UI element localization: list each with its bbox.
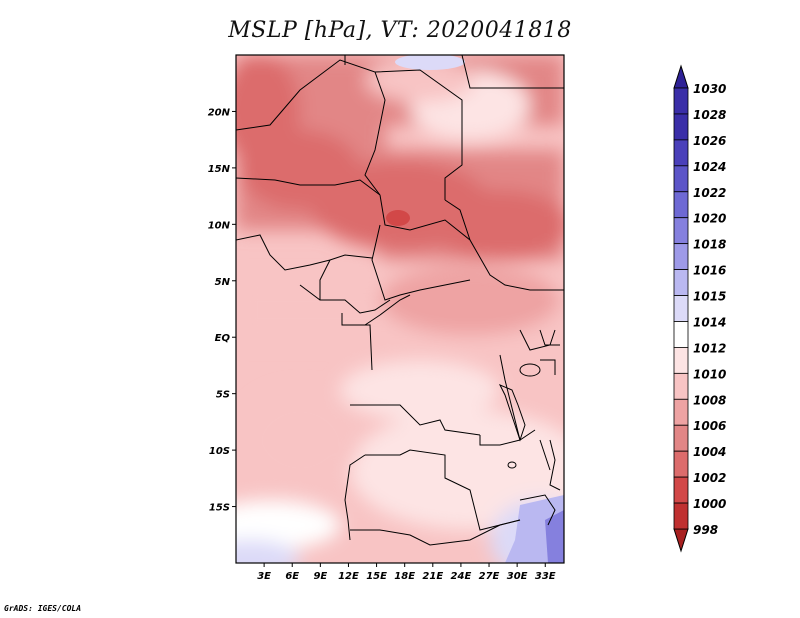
lon-tick-label: 21E bbox=[422, 571, 443, 582]
colorbar-label: 1014 bbox=[693, 315, 726, 329]
lon-tick-label: 27E bbox=[479, 571, 500, 582]
lon-tick-label: 9E bbox=[313, 571, 327, 582]
colorbar-label: 1010 bbox=[693, 367, 726, 381]
colorbar-label: 1016 bbox=[693, 264, 726, 278]
lat-tick-label: EQ bbox=[215, 333, 231, 344]
colorbar-label: 1024 bbox=[693, 160, 726, 174]
colorbar-bottom-arrow bbox=[673, 528, 689, 553]
colorbar-swatch bbox=[673, 295, 689, 322]
colorbar-label: 1028 bbox=[693, 108, 726, 122]
lon-tick-label: 24E bbox=[451, 571, 472, 582]
colorbar-label: 1006 bbox=[693, 419, 726, 433]
colorbar-label: 1018 bbox=[693, 238, 726, 252]
colorbar-swatch bbox=[673, 191, 689, 219]
colorbar-swatch bbox=[673, 372, 689, 400]
lon-tick-label: 33E bbox=[535, 571, 556, 582]
map-frame bbox=[235, 54, 565, 564]
colorbar-label: 1026 bbox=[693, 134, 726, 148]
country-borders bbox=[236, 55, 564, 546]
colorbar-label: 1015 bbox=[693, 290, 726, 304]
colorbar-swatch bbox=[673, 139, 689, 167]
longitude-axis: 3E 6E 9E 12E 15E 18E 21E 24E 27E 30E 33E bbox=[257, 563, 556, 582]
colorbar-label: 1012 bbox=[693, 341, 726, 355]
colorbar-label: 1020 bbox=[693, 212, 726, 226]
lon-tick-label: 12E bbox=[338, 571, 359, 582]
lat-tick-label: 20N bbox=[208, 107, 231, 118]
lat-tick-label: 15N bbox=[208, 164, 231, 175]
colorbar-swatch bbox=[673, 113, 689, 141]
colorbar-swatch bbox=[673, 476, 689, 504]
colorbar-swatch bbox=[673, 347, 689, 374]
colorbar-label: 1002 bbox=[693, 471, 726, 485]
colorbar-label: 1008 bbox=[693, 393, 726, 407]
lat-tick-label: 5S bbox=[216, 390, 230, 401]
lat-tick-label: 10N bbox=[208, 220, 231, 231]
lakes bbox=[498, 363, 551, 471]
colorbar-label: 1022 bbox=[693, 186, 726, 200]
colorbar-swatch bbox=[673, 217, 689, 245]
lat-tick-label: 10S bbox=[209, 446, 230, 457]
lon-tick-label: 15E bbox=[366, 571, 387, 582]
latitude-axis: 20N 15N 10N 5N EQ 5S 10S 15S bbox=[208, 107, 236, 514]
colorbar-swatch bbox=[673, 269, 689, 296]
pressure-field bbox=[236, 55, 564, 563]
colorbar-swatch bbox=[673, 398, 689, 426]
colorbar-swatch bbox=[673, 87, 689, 115]
map-title: MSLP [hPa], VT: 2020041818 bbox=[228, 18, 572, 43]
colorbar-swatch bbox=[673, 165, 689, 193]
colorbar-swatch bbox=[673, 450, 689, 478]
colorbar-label: 1030 bbox=[693, 82, 726, 96]
lat-tick-label: 15S bbox=[209, 503, 230, 514]
lon-tick-label: 30E bbox=[507, 571, 528, 582]
colorbar-swatch bbox=[673, 321, 689, 348]
colorbar-top-arrow bbox=[673, 64, 689, 89]
colorbar-label: 998 bbox=[693, 523, 718, 537]
lon-tick-label: 3E bbox=[257, 571, 271, 582]
colorbar-swatch bbox=[673, 502, 689, 530]
lon-tick-label: 6E bbox=[285, 571, 299, 582]
colorbar-swatch bbox=[673, 243, 689, 270]
colorbar-label: 1000 bbox=[693, 497, 726, 511]
colorbar-label: 1004 bbox=[693, 445, 726, 459]
lat-tick-label: 5N bbox=[215, 277, 231, 288]
grads-credit: GrADS: IGES/COLA bbox=[4, 604, 82, 613]
lon-tick-label: 18E bbox=[394, 571, 415, 582]
colorbar: 1030 1028 1026 1024 1022 1020 1018 1016 1015 1014… bbox=[673, 64, 726, 553]
colorbar-swatch bbox=[673, 424, 689, 452]
